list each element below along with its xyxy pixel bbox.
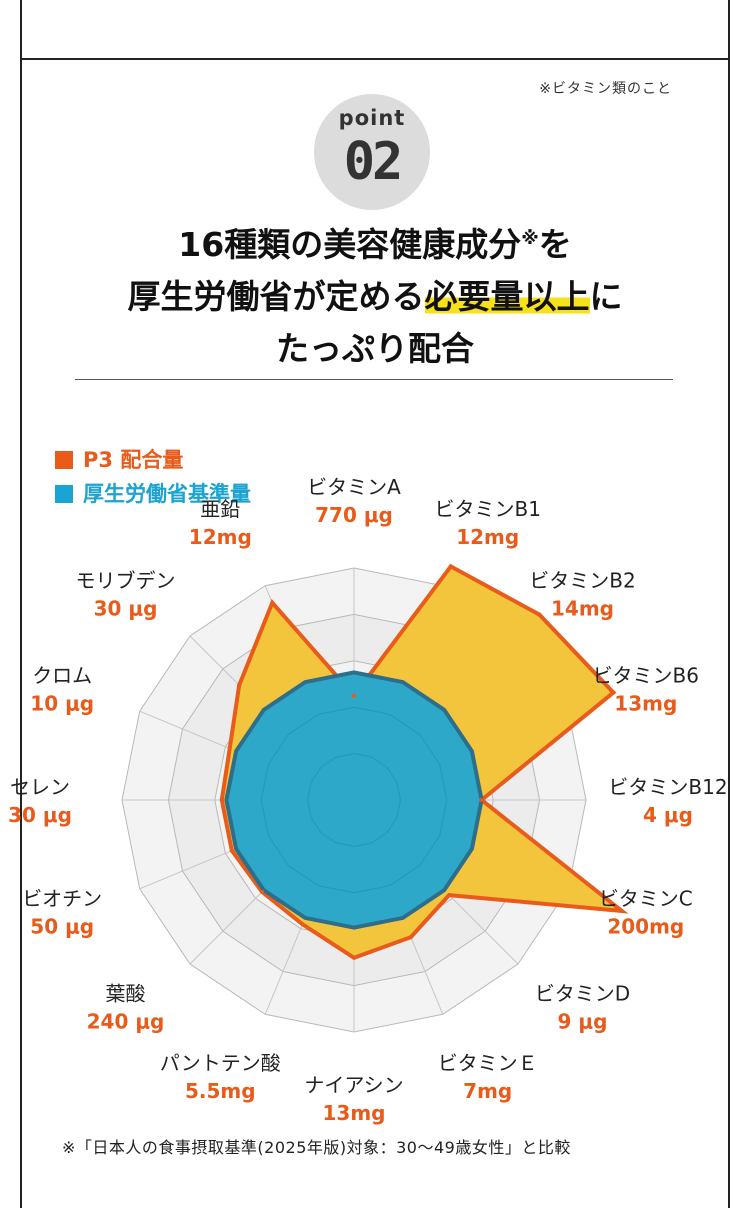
- axis-label-name: クロム: [32, 663, 92, 687]
- axis-label-name: ビタミンＥ: [438, 1051, 538, 1075]
- axis-label-name: モリブデン: [76, 569, 176, 593]
- p3-point-1: [352, 693, 356, 698]
- p3-point-12: [229, 848, 234, 853]
- axis-label-value: 5.5mg: [185, 1079, 256, 1103]
- series-standard-area: [224, 670, 484, 930]
- axis-label-name: ビタミンC: [599, 887, 693, 911]
- headline-superscript: ※: [521, 228, 539, 249]
- p3-point-7: [447, 893, 452, 898]
- p3-point-9: [352, 955, 356, 960]
- axis-label-value: 10 μg: [30, 691, 94, 715]
- legend-p3-label: P3 配合量: [83, 448, 184, 472]
- axis-label-name: ビタミンB2: [529, 569, 635, 593]
- axis-label-name: ビタミンB1: [434, 497, 540, 521]
- axis-label-14: クロム 10 μg: [30, 663, 94, 715]
- axis-label-1: ビタミンA 770 μg: [307, 475, 401, 527]
- axis-label-6: ビタミンC 200mg: [599, 887, 693, 939]
- axis-label-name: ナイアシン: [304, 1073, 403, 1097]
- headline-line-1: 16種類の美容健康成分※を: [22, 228, 728, 261]
- headline-line-3: たっぷり配合: [276, 329, 474, 368]
- axis-label-3: ビタミンB2 14mg: [529, 569, 635, 621]
- inner-grid-ring-1: [307, 753, 401, 847]
- headline-line-2-start: 厚生労働省が定める: [127, 277, 425, 316]
- axis-label-8: ビタミンＥ 7mg: [438, 1051, 538, 1103]
- legend-p3: P3 配合量: [55, 444, 183, 474]
- headline-highlight: 必要量以上: [424, 277, 590, 316]
- axis-label-10: パントテン酸 5.5mg: [160, 1051, 281, 1103]
- headline-line-2: 厚生労働省が定める必要量以上に: [22, 277, 728, 316]
- axis-label-13: セレン 30 μg: [8, 775, 72, 827]
- p3-point-15: [237, 683, 242, 688]
- p3-point-8: [408, 935, 413, 940]
- legend-standard: 厚生労働省基準量: [55, 478, 251, 508]
- axis-label-name: パントテン酸: [160, 1051, 281, 1075]
- axis-label-value: 770 μg: [315, 503, 393, 527]
- axis-label-name: セレン: [10, 775, 70, 799]
- axis-label-value: 30 μg: [94, 597, 158, 621]
- axis-label-2: ビタミンB1 12mg: [434, 497, 540, 549]
- axis-label-15: モリブデン 30 μg: [76, 569, 176, 621]
- axis-label-name: ビタミンA: [307, 475, 401, 499]
- p3-point-14: [227, 746, 232, 751]
- axis-label-name: ビタミンB12: [608, 775, 727, 799]
- axis-label-value: 240 μg: [87, 1010, 165, 1034]
- p3-point-11: [260, 889, 265, 894]
- legend-p3-swatch: [55, 451, 73, 469]
- axis-label-value: 12mg: [456, 525, 519, 549]
- axis-label-value: 4 μg: [643, 803, 693, 827]
- frame-right-border: [728, 0, 730, 1208]
- axis-label-name: ビタミンB6: [593, 663, 699, 687]
- axis-label-value: 200mg: [607, 915, 684, 939]
- frame-left-border: [20, 0, 22, 1208]
- axis-label-value: 7mg: [463, 1079, 512, 1103]
- axis-label-value: 30 μg: [8, 803, 72, 827]
- legend-standard-label: 厚生労働省基準量: [83, 482, 251, 506]
- p3-point-6: [619, 909, 624, 913]
- headline-line-2-end: に: [589, 277, 623, 316]
- axis-label-name: 葉酸: [106, 982, 146, 1006]
- axis-label-value: 13mg: [323, 1101, 386, 1125]
- p3-point-5: [479, 798, 484, 802]
- legend-standard-swatch: [55, 485, 73, 503]
- axis-label-value: 12mg: [189, 525, 252, 549]
- axis-label-value: 14mg: [551, 597, 614, 621]
- axis-label-value: 50 μg: [30, 915, 94, 939]
- axis-label-name: ビタミンD: [535, 982, 630, 1006]
- axis-label-value: 9 μg: [558, 1010, 608, 1034]
- p3-point-2: [448, 564, 453, 569]
- axis-label-11: 葉酸 240 μg: [87, 982, 165, 1034]
- comparison-footnote: ※「日本人の食事摂取基準(2025年版)対象：30〜49歳女性」と比較: [62, 1138, 571, 1157]
- point-badge: point 02: [314, 94, 430, 210]
- point-badge-word: point: [338, 106, 406, 130]
- point-badge-number: 02: [343, 132, 404, 192]
- inner-grid-ring-2: [260, 706, 448, 894]
- vitamin-note: ※ビタミン類のこと: [539, 81, 672, 97]
- axis-label-name: ビオチン: [22, 887, 102, 911]
- axis-label-value: 13mg: [614, 691, 677, 715]
- headline-line-1-end: を: [538, 225, 572, 264]
- p3-point-4: [611, 690, 616, 695]
- p3-point-16: [270, 600, 275, 605]
- axis-label-7: ビタミンD 9 μg: [535, 982, 630, 1034]
- axis-label-16: 亜鉛 12mg: [189, 497, 252, 549]
- p3-point-3: [537, 612, 542, 617]
- axis-label-5: ビタミンB12 4 μg: [608, 775, 727, 827]
- axis-label-9: ナイアシン 13mg: [304, 1073, 403, 1125]
- headline-divider: [75, 379, 673, 380]
- headline-line-1-main: 16種類の美容健康成分: [178, 225, 522, 264]
- p3-point-10: [300, 922, 305, 927]
- frame-top-border: [20, 58, 730, 60]
- p3-point-13: [219, 798, 224, 802]
- axis-label-name: 亜鉛: [200, 497, 240, 521]
- axis-label-12: ビオチン 50 μg: [22, 887, 102, 939]
- axis-label-4: ビタミンB6 13mg: [593, 663, 699, 715]
